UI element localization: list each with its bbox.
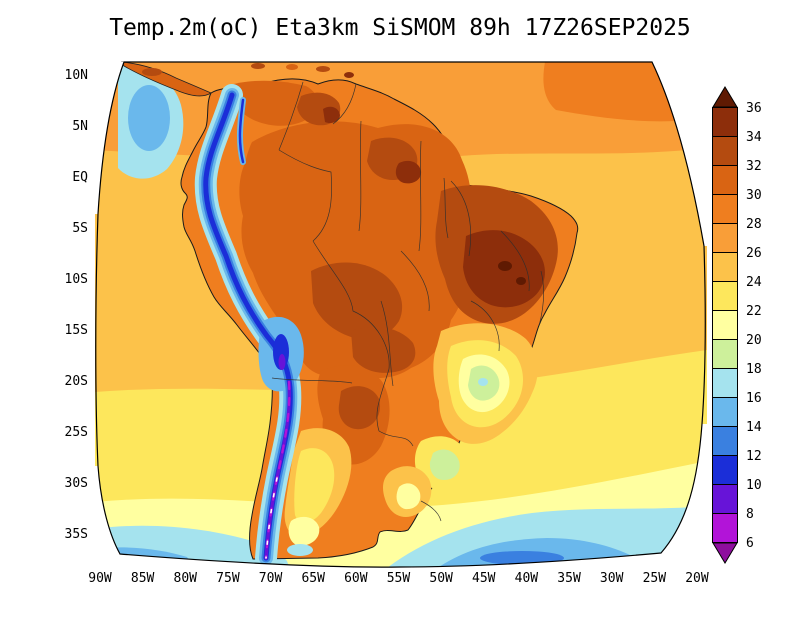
caribbean-island	[286, 64, 298, 70]
caribbean-island	[316, 66, 330, 72]
country-borders	[271, 81, 544, 522]
above-max-speck-b	[516, 277, 526, 285]
altiplano-purple-speck	[278, 354, 286, 370]
colorbar-cell	[712, 513, 738, 543]
border-line	[418, 140, 422, 252]
chart-title: Temp.2m(oC) Eta3km SiSMOM 89h 17Z26SEP20…	[109, 15, 691, 41]
colorbar-cell	[712, 397, 738, 427]
colorbar-below-min-arrow	[712, 542, 738, 564]
colorbar-cell	[712, 107, 738, 137]
argentina-pale	[288, 516, 320, 546]
colombia-ridge-core	[238, 98, 245, 164]
south-brazil-green	[429, 449, 460, 480]
border-line	[470, 300, 500, 352]
colorbar-cell	[712, 310, 738, 340]
colorbar-cell	[712, 223, 738, 253]
colorbar-arrow-bottom	[712, 542, 738, 564]
islands-and-isthmus	[121, 61, 354, 97]
amazon-hot-region	[239, 121, 471, 378]
central-america-hot-spot	[142, 68, 162, 76]
south-amazon-very-hot-a	[311, 262, 403, 340]
colorbar-cell	[712, 281, 738, 311]
colorbar-cell	[712, 252, 738, 282]
border-line	[380, 300, 394, 387]
argentina-cool-speck	[287, 544, 313, 556]
model-domain-outline	[95, 61, 706, 568]
colorbar-cell	[712, 426, 738, 456]
mask-top-left	[95, 62, 124, 214]
mask-bottom	[117, 553, 664, 576]
border-line	[443, 177, 449, 239]
hottest-spot-a	[395, 160, 422, 184]
domain-mask	[95, 62, 707, 576]
border-line	[500, 230, 530, 292]
rio-grande-pale	[396, 483, 421, 510]
border-line	[358, 120, 362, 232]
colorbar-cell	[712, 484, 738, 514]
colorbar-cell	[712, 368, 738, 398]
argentina-mild-inner	[294, 448, 335, 524]
colorbar-cell	[712, 165, 738, 195]
border-line	[332, 83, 357, 125]
colorbar-cell	[712, 136, 738, 166]
border-line	[538, 270, 544, 327]
colorbar-above-max-arrow	[712, 86, 738, 108]
colorbar-cell	[712, 339, 738, 369]
colorbar-cells	[712, 107, 738, 543]
above-max-speck-a	[498, 261, 512, 271]
border-line	[312, 240, 390, 370]
southeast-cool-speck	[478, 378, 488, 386]
mask-bottom-right	[652, 424, 707, 574]
border-line	[271, 377, 353, 384]
hottest-spot-b	[323, 106, 340, 124]
chaco-very-hot-core	[338, 386, 381, 430]
venezuela-hot-region	[226, 80, 318, 126]
caribbean-island	[251, 63, 265, 69]
pacific-cool-core	[128, 85, 170, 151]
border-line	[278, 149, 332, 242]
colorbar	[712, 86, 738, 564]
border-line	[420, 500, 442, 522]
trinidad-island	[344, 72, 354, 78]
border-line	[400, 250, 430, 312]
andes-cold-band	[194, 84, 304, 569]
border-line	[278, 81, 304, 151]
colorbar-cell	[712, 194, 738, 224]
mask-top-right	[652, 62, 707, 246]
border-line	[450, 180, 472, 257]
south-amazon-very-hot-b	[351, 326, 416, 373]
colorbar-arrow-top	[712, 86, 738, 108]
border-line	[376, 368, 414, 447]
mask-bottom-left	[95, 466, 126, 574]
colorbar-cell	[712, 455, 738, 485]
